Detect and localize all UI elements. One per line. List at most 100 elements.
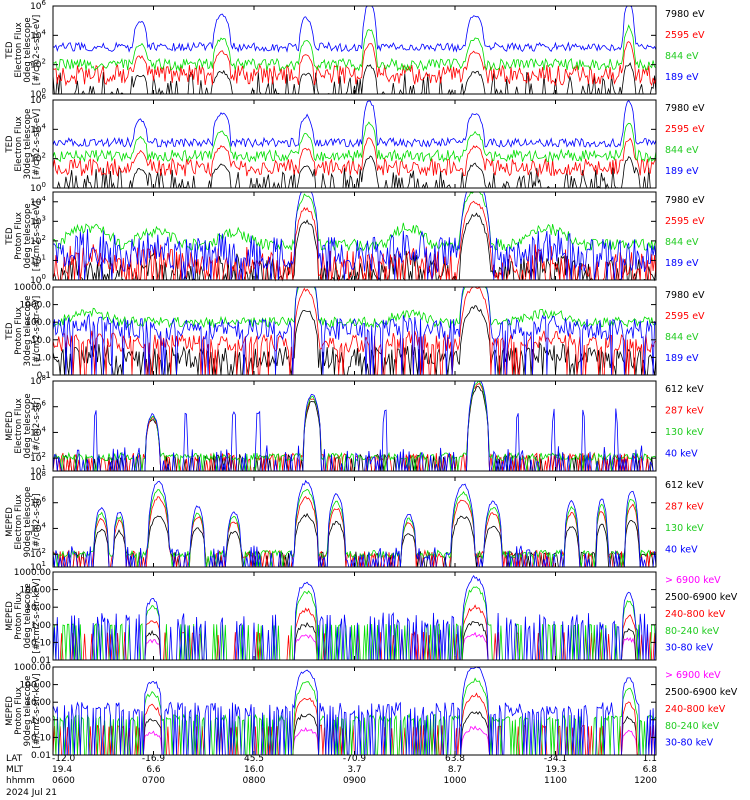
y-tick-label: 10.00 [25, 698, 51, 708]
y-tick-label: 1000.0 [20, 301, 52, 311]
y-axis-label: TED [5, 135, 15, 154]
panel-4: 0.1 1.0 10.0 100.0 1000.0 10000.0 TED Proton Fl… [5, 283, 705, 381]
y-axis-label: Electron Flux [14, 494, 24, 549]
series-line [52, 574, 657, 661]
x-row-label: hhmm [6, 776, 35, 786]
y-tick-label: 102 [30, 234, 46, 247]
y-axis-label: MEPED [5, 601, 15, 631]
y-tick-label: 101 [30, 560, 46, 573]
y-tick-label: 10000.0 [14, 283, 51, 293]
y-axis-label: Proton Flux [14, 592, 24, 640]
legend-entry: 40 keV [665, 448, 698, 459]
y-tick-label: 0.10 [31, 638, 51, 648]
y-tick-label: 1000.00 [14, 568, 51, 578]
x-tick-label-time: 0800 [243, 776, 266, 786]
legend-entry: 844 eV [665, 237, 699, 248]
legend-entry: 844 eV [665, 51, 699, 62]
legend-entry: 2595 eV [665, 30, 705, 41]
series-line [52, 488, 657, 568]
y-axis-label: [#/cm2-s-str-eV] [32, 15, 42, 85]
y-axis-label: MEPED [5, 507, 15, 537]
x-tick-label-mlt: 6.6 [146, 765, 161, 775]
y-axis-label: TED [5, 227, 15, 246]
y-tick-label: 104 [30, 521, 46, 534]
date-label: 2024 Jul 21 [6, 788, 57, 798]
legend-entry: 844 eV [665, 145, 699, 156]
x-tick-label-time: 0900 [343, 776, 366, 786]
y-tick-label: 101 [30, 253, 46, 266]
y-tick-label: 10.0 [31, 336, 51, 346]
panel-3: 100 101 102 103 104 TED Proton Flux 0deg telesc… [5, 191, 705, 286]
y-axis-label: Electron Flux [14, 116, 24, 171]
y-tick-label: 102 [30, 451, 46, 464]
legend-entry: 189 eV [665, 166, 699, 177]
legend-entry: 2595 eV [665, 216, 705, 227]
x-tick-label-time: 0700 [142, 776, 165, 786]
plot-frame [52, 571, 657, 661]
legend-entry: 287 keV [665, 501, 704, 512]
panel-7: 0.01 0.10 1.00 10.00 100.00 1000.00 MEPED Proto… [5, 568, 738, 666]
y-tick-label: 100.00 [20, 681, 52, 691]
y-tick-label: 1.00 [31, 621, 51, 631]
y-axis-label: 90deg telescope [23, 676, 33, 747]
y-axis-label: Electron Flux [14, 22, 24, 77]
y-axis-label: [#/cm2-s-str-eV] [32, 109, 42, 179]
x-tick-label-time: 1000 [444, 776, 467, 786]
legend-entry: 240-800 keV [665, 609, 726, 620]
x-tick-label-time: 1100 [544, 776, 567, 786]
y-axis-label: MEPED [5, 411, 15, 441]
y-tick-label: 0.1 [37, 371, 51, 381]
legend-entry: 287 keV [665, 405, 704, 416]
legend-entry: 189 eV [665, 353, 699, 364]
legend-entry: 130 keV [665, 427, 704, 438]
y-axis-label: 0deg telescope [23, 17, 33, 82]
series-line [52, 666, 657, 756]
series-line [52, 41, 657, 87]
panel-1: 100 102 104 106 TED Electron Flux 0deg telesco… [5, 0, 705, 100]
legend-entry: 2500-6900 keV [665, 687, 738, 698]
y-axis-label: [#/cm2-s-str-keV] [32, 674, 42, 749]
y-tick-label: 100.00 [20, 586, 52, 596]
y-axis-label: [#/cm2-s-str-eV] [32, 296, 42, 366]
series-line [52, 5, 657, 53]
y-axis-label: [#/cm2-s-str-eV] [32, 201, 42, 271]
x-row-label: LAT [6, 754, 23, 764]
y-tick-label: 100 [30, 273, 46, 286]
x-tick-label-lat: -34.1 [544, 754, 567, 764]
y-tick-label: 102 [30, 58, 46, 71]
x-tick-label-mlt: 16.0 [244, 765, 264, 775]
x-tick-label-time: 0600 [52, 776, 75, 786]
series-line [52, 212, 657, 282]
y-tick-label: 0.10 [31, 733, 51, 743]
y-axis-label: TED [5, 41, 15, 60]
legend-entry: 80-240 keV [665, 721, 720, 732]
legend-entry: 2500-6900 keV [665, 592, 738, 603]
series-line [52, 286, 657, 329]
x-tick-label-mlt: 3.7 [347, 765, 361, 775]
x-tick-label-lat: -70.9 [343, 754, 367, 764]
x-tick-label-lat: 1.1 [643, 754, 657, 764]
y-axis-label: 0deg telescope [23, 393, 33, 458]
legend-entry: 2595 eV [665, 311, 705, 322]
y-tick-label: 104 [30, 425, 46, 438]
series-line [52, 137, 657, 178]
legend-entry: 7980 eV [665, 195, 705, 206]
series-line [52, 62, 657, 96]
legend-entry: 7980 eV [665, 9, 705, 20]
y-tick-label: 102 [30, 547, 46, 560]
legend-entry: 189 eV [665, 72, 699, 83]
x-tick-label-mlt: 19.4 [52, 765, 72, 775]
series-line [52, 121, 657, 163]
y-tick-label: 100.0 [25, 318, 51, 328]
y-axis-label: 90deg telescope [23, 487, 33, 558]
legend-entry: 612 keV [665, 384, 704, 395]
legend-entry: > 6900 keV [665, 670, 721, 681]
y-axis-label: 30deg telescope [23, 109, 33, 180]
y-axis-label: Proton Flux [14, 212, 24, 260]
legend-entry: 844 eV [665, 332, 699, 343]
legend-entry: 30-80 keV [665, 738, 714, 749]
x-tick-label-lat: 63.8 [445, 754, 465, 764]
